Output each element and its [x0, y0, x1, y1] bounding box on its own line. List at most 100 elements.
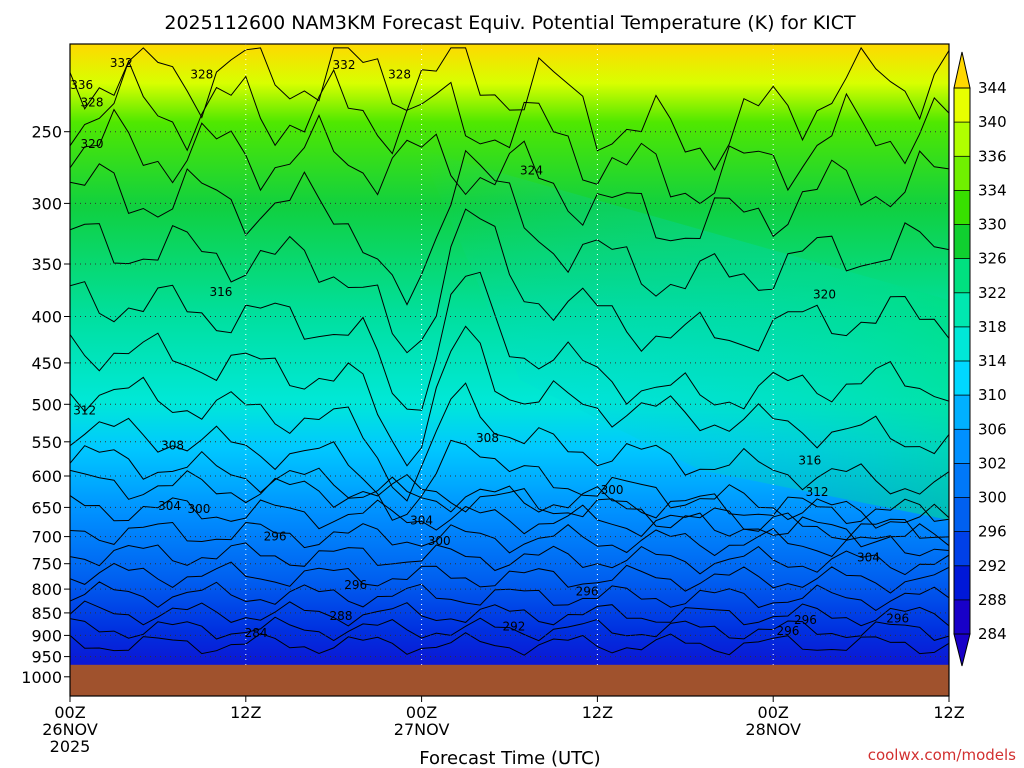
contour-line	[70, 149, 949, 306]
colorbar-min-arrow	[953, 633, 971, 667]
y-tick-label: 800	[31, 580, 62, 599]
colorbar-tick-label: 330	[978, 216, 1007, 234]
colorbar-tick-label: 326	[978, 250, 1007, 268]
contour-line	[70, 521, 949, 557]
contour-label: 316	[209, 285, 232, 299]
y-tick-label: 500	[31, 395, 62, 414]
contour-label: 320	[813, 287, 836, 301]
contour-line	[70, 600, 949, 627]
contour-line	[70, 271, 949, 411]
y-tick-label: 600	[31, 467, 62, 486]
colorbar-swatch	[954, 190, 970, 225]
contour-line	[70, 445, 949, 548]
y-tick-label: 950	[31, 648, 62, 667]
colorbar-tick-label: 292	[978, 557, 1007, 575]
contour-line	[70, 376, 949, 502]
contour-line	[70, 417, 949, 529]
y-tick-label: 650	[31, 498, 62, 517]
x-tick-label: 26NOV	[42, 720, 98, 739]
contour-label: 308	[161, 438, 184, 452]
field-shading	[420, 150, 949, 520]
contour-label: 300	[428, 534, 451, 548]
contour-label: 296	[264, 530, 287, 544]
contour-line	[70, 108, 949, 242]
contour-label: 300	[187, 502, 210, 516]
colorbar-swatch	[954, 88, 970, 123]
colorbar-tick-label: 336	[978, 147, 1007, 165]
y-tick-label: 1000	[21, 668, 62, 687]
contour-label: 292	[502, 620, 525, 634]
colorbar-swatch	[954, 258, 970, 293]
chart-title: 2025112600 NAM3KM Forecast Equiv. Potent…	[164, 12, 856, 34]
x-tick-label: 00Z	[54, 703, 85, 722]
x-axis-label: Forecast Time (UTC)	[419, 748, 600, 768]
colorbar-tick-label: 314	[978, 352, 1007, 370]
contour-label: 296	[344, 578, 367, 592]
credit-text: coolwx.com/models	[868, 746, 1016, 764]
colorbar-tick-label: 300	[978, 489, 1007, 507]
y-tick-label: 550	[31, 433, 62, 452]
contour-label: 304	[158, 499, 181, 513]
colorbar-swatch	[954, 326, 970, 361]
contour-label: 332	[333, 58, 356, 72]
colorbar-tick-label: 310	[978, 386, 1007, 404]
colorbar-max-arrow	[953, 51, 971, 89]
colorbar-swatch	[954, 565, 970, 600]
contour-label: 312	[806, 485, 829, 499]
y-tick-label: 250	[31, 123, 62, 142]
x-tick-label: 27NOV	[394, 720, 450, 739]
y-tick-label: 900	[31, 626, 62, 645]
x-tick-label: 12Z	[933, 703, 964, 722]
contour-label: 284	[245, 626, 268, 640]
contour-label: 320	[81, 137, 104, 151]
colorbar-swatch	[954, 156, 970, 191]
contour-label: 336	[70, 78, 93, 92]
contour-lines	[70, 46, 949, 656]
contour-line	[70, 616, 949, 642]
contour-line	[70, 561, 949, 594]
y-tick-label: 700	[31, 528, 62, 547]
colorbar-swatch	[954, 429, 970, 464]
y-tick-label: 400	[31, 308, 62, 327]
colorbar-tick-label: 334	[978, 181, 1007, 199]
colorbar-tick-label: 340	[978, 113, 1007, 131]
x-tick-label: 00Z	[758, 703, 789, 722]
contour-label: 328	[81, 95, 104, 109]
colorbar: 284 288 292 296 300 302 306 310 314 318 322 326 330 3…	[953, 51, 1007, 667]
colorbar-swatch	[954, 292, 970, 327]
contour-label: 312	[73, 404, 96, 418]
y-tick-label: 750	[31, 555, 62, 574]
colorbar-swatch	[954, 599, 970, 634]
contour-line	[70, 59, 949, 205]
contour-label: 296	[886, 611, 909, 625]
colorbar-tick-label: 344	[978, 79, 1007, 97]
contour-line	[70, 325, 949, 467]
colorbar-tick-label: 284	[978, 625, 1007, 643]
colorbar-swatch	[954, 361, 970, 396]
contour-label: 324	[520, 164, 543, 178]
contour-label: 308	[476, 431, 499, 445]
contour-line	[70, 208, 949, 354]
colorbar-tick-label: 318	[978, 318, 1007, 336]
grid-lines	[70, 44, 949, 696]
contour-line	[70, 542, 949, 576]
colorbar-swatch	[954, 497, 970, 532]
y-tick-label: 300	[31, 194, 62, 213]
y-tick-label: 450	[31, 354, 62, 373]
contour-line	[70, 495, 949, 541]
ground-below-surface	[70, 664, 949, 696]
contour-label: 304	[410, 514, 433, 528]
x-tick-label: 00Z	[406, 703, 437, 722]
contour-label: 296	[794, 613, 817, 627]
colorbar-swatch	[954, 395, 970, 430]
contour-label: 304	[857, 550, 880, 564]
contour-label: 328	[388, 67, 411, 81]
colorbar-tick-label: 302	[978, 454, 1007, 472]
contour-label: 316	[798, 454, 821, 468]
contour-label: 296	[576, 585, 599, 599]
colorbar-swatch	[954, 463, 970, 498]
contour-labels: 332 328 336 328 320 332 328 324 316 320 312 308 308 3…	[70, 56, 909, 640]
y-axis: 250 300 350 400 450 500 550 600 650 700 750 800 850 9…	[21, 123, 70, 687]
